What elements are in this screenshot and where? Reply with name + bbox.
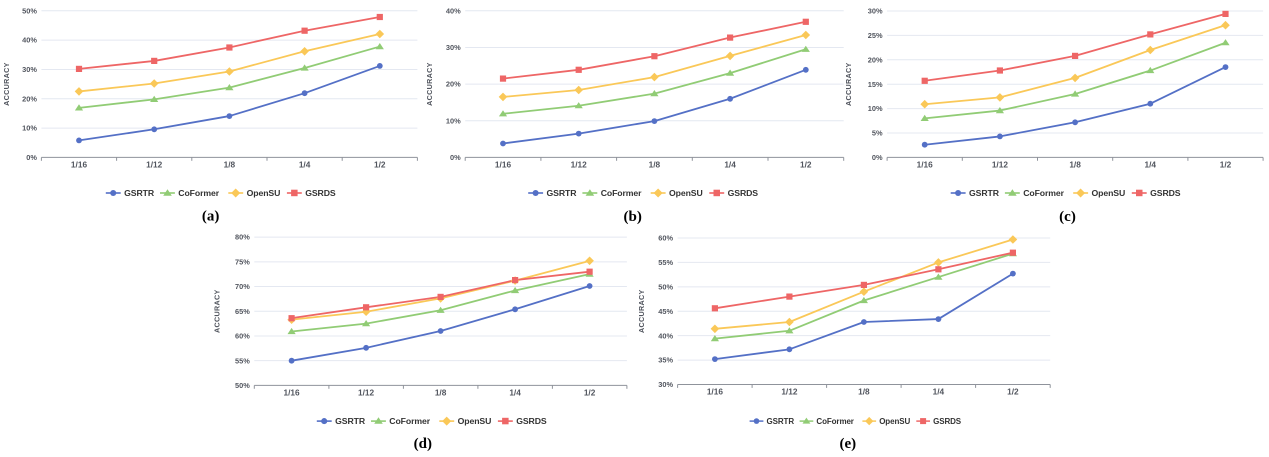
svg-text:1/16: 1/16 xyxy=(71,160,88,170)
svg-text:1/8: 1/8 xyxy=(224,160,236,170)
svg-text:1/12: 1/12 xyxy=(571,160,588,170)
svg-text:1/8: 1/8 xyxy=(435,388,447,398)
svg-text:(a): (a) xyxy=(202,208,220,224)
svg-text:10%: 10% xyxy=(446,116,461,125)
svg-text:OpenSU: OpenSU xyxy=(247,188,281,198)
svg-text:80%: 80% xyxy=(235,233,250,242)
svg-text:20%: 20% xyxy=(446,80,461,89)
svg-text:GSRDS: GSRDS xyxy=(728,188,759,198)
svg-text:CoFormer: CoFormer xyxy=(389,416,430,426)
svg-text:GSRTR: GSRTR xyxy=(969,188,1000,198)
svg-text:60%: 60% xyxy=(658,234,673,243)
svg-text:ACCURACY: ACCURACY xyxy=(637,289,646,333)
svg-text:1/8: 1/8 xyxy=(649,160,661,170)
svg-text:1/4: 1/4 xyxy=(1145,160,1157,170)
svg-text:GSRDS: GSRDS xyxy=(305,188,336,198)
svg-text:GSRDS: GSRDS xyxy=(516,416,547,426)
svg-text:1/8: 1/8 xyxy=(858,387,870,397)
svg-text:OpenSU: OpenSU xyxy=(1092,188,1126,198)
svg-text:1/12: 1/12 xyxy=(781,387,798,397)
svg-text:ACCURACY: ACCURACY xyxy=(213,289,222,333)
svg-text:10%: 10% xyxy=(22,124,37,133)
svg-text:1/4: 1/4 xyxy=(724,160,736,170)
svg-text:CoFormer: CoFormer xyxy=(816,417,853,426)
svg-text:40%: 40% xyxy=(22,36,37,45)
svg-text:55%: 55% xyxy=(658,258,673,267)
svg-text:5%: 5% xyxy=(872,129,883,138)
svg-text:OpenSU: OpenSU xyxy=(669,188,703,198)
svg-text:1/12: 1/12 xyxy=(992,160,1009,170)
svg-text:1/16: 1/16 xyxy=(707,387,724,397)
svg-text:1/2: 1/2 xyxy=(584,388,596,398)
svg-text:1/16: 1/16 xyxy=(284,388,301,398)
svg-text:1/2: 1/2 xyxy=(1220,160,1232,170)
svg-text:1/4: 1/4 xyxy=(299,160,311,170)
svg-text:50%: 50% xyxy=(235,381,250,390)
svg-text:20%: 20% xyxy=(22,94,37,103)
svg-text:GSRTR: GSRTR xyxy=(767,417,795,426)
svg-text:1/2: 1/2 xyxy=(1007,387,1019,397)
svg-text:OpenSU: OpenSU xyxy=(458,416,492,426)
svg-text:(b): (b) xyxy=(624,209,642,225)
svg-text:50%: 50% xyxy=(658,282,673,291)
svg-text:30%: 30% xyxy=(446,43,461,52)
svg-text:45%: 45% xyxy=(658,307,673,316)
svg-text:(e): (e) xyxy=(839,436,856,452)
svg-text:70%: 70% xyxy=(235,282,250,291)
svg-text:GSRTR: GSRTR xyxy=(547,188,578,198)
svg-text:65%: 65% xyxy=(235,307,250,316)
svg-text:GSRDS: GSRDS xyxy=(1150,188,1181,198)
svg-text:1/16: 1/16 xyxy=(495,160,512,170)
svg-text:ACCURACY: ACCURACY xyxy=(425,62,434,106)
svg-text:55%: 55% xyxy=(235,356,250,365)
svg-text:0%: 0% xyxy=(26,153,37,162)
svg-text:GSRDS: GSRDS xyxy=(933,417,962,426)
svg-text:20%: 20% xyxy=(868,55,883,64)
svg-text:(d): (d) xyxy=(414,436,432,452)
svg-text:15%: 15% xyxy=(868,80,883,89)
svg-text:1/8: 1/8 xyxy=(1069,160,1081,170)
svg-text:30%: 30% xyxy=(22,65,37,74)
svg-text:1/12: 1/12 xyxy=(358,388,375,398)
svg-text:0%: 0% xyxy=(450,153,461,162)
svg-text:30%: 30% xyxy=(658,380,673,389)
svg-text:OpenSU: OpenSU xyxy=(879,417,910,426)
svg-text:CoFormer: CoFormer xyxy=(601,188,642,198)
svg-text:(c): (c) xyxy=(1059,209,1076,225)
svg-text:60%: 60% xyxy=(235,332,250,341)
svg-text:1/4: 1/4 xyxy=(933,387,945,397)
svg-text:50%: 50% xyxy=(22,6,37,15)
svg-text:ACCURACY: ACCURACY xyxy=(844,62,853,106)
svg-text:1/4: 1/4 xyxy=(509,388,521,398)
svg-text:40%: 40% xyxy=(658,331,673,340)
svg-text:40%: 40% xyxy=(446,6,461,15)
svg-text:ACCURACY: ACCURACY xyxy=(2,62,11,106)
svg-text:35%: 35% xyxy=(658,356,673,365)
svg-text:1/12: 1/12 xyxy=(146,160,163,170)
svg-text:0%: 0% xyxy=(872,153,883,162)
svg-text:GSRTR: GSRTR xyxy=(335,416,366,426)
svg-text:CoFormer: CoFormer xyxy=(178,188,219,198)
svg-text:75%: 75% xyxy=(235,257,250,266)
svg-text:30%: 30% xyxy=(868,7,883,16)
svg-text:25%: 25% xyxy=(868,31,883,40)
svg-text:1/16: 1/16 xyxy=(917,160,934,170)
svg-text:GSRTR: GSRTR xyxy=(124,188,155,198)
svg-text:10%: 10% xyxy=(868,104,883,113)
svg-text:CoFormer: CoFormer xyxy=(1023,188,1064,198)
svg-text:1/2: 1/2 xyxy=(800,160,812,170)
svg-text:1/2: 1/2 xyxy=(374,160,386,170)
